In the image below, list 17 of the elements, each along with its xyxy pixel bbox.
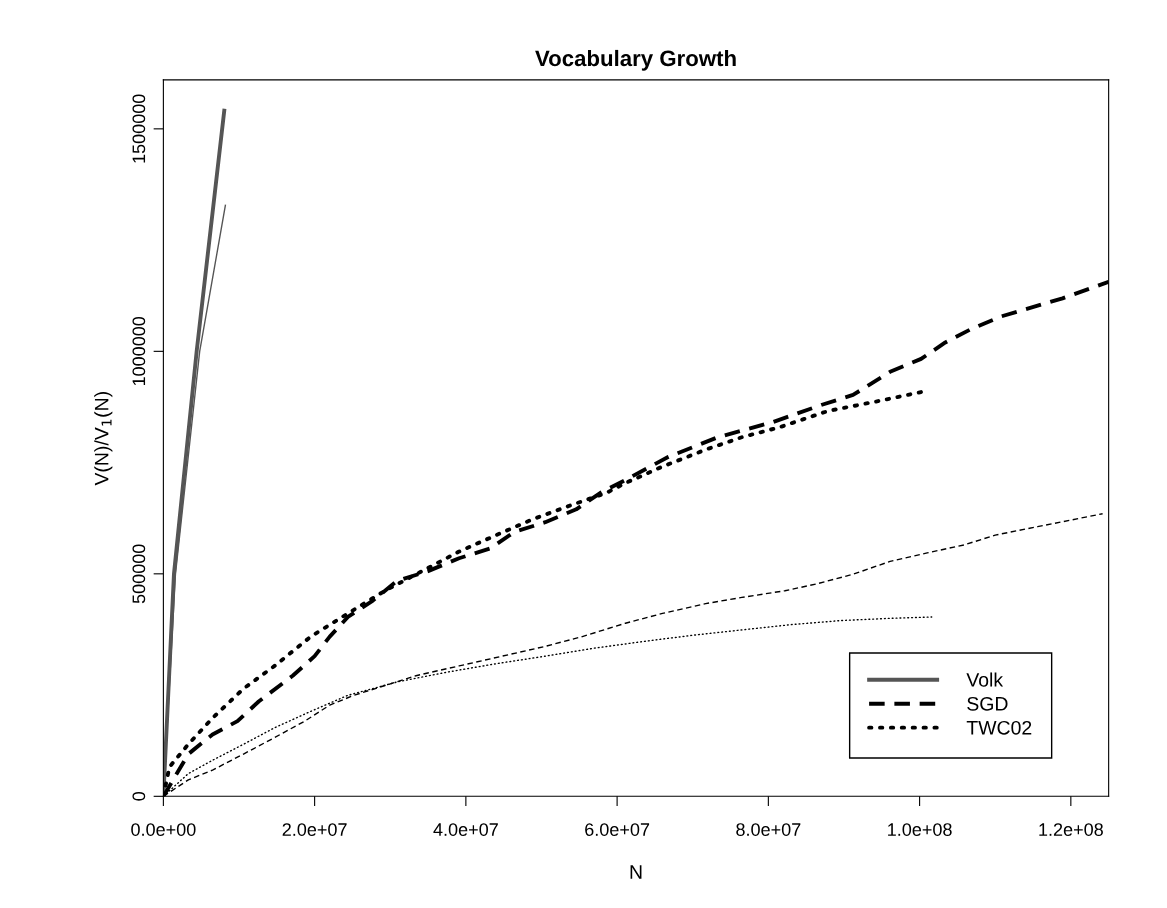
x-axis-title: N <box>630 865 642 879</box>
x-tick-label: 6.0e+07 <box>585 823 650 836</box>
y-tick-label: 500000 <box>132 544 146 604</box>
x-tick-label: 1.0e+08 <box>888 823 952 836</box>
y-tick-label: 1000000 <box>132 316 146 386</box>
legend-label: SGD <box>967 696 1008 711</box>
legend-label: TWC02 <box>966 720 1032 735</box>
x-tick-label: 1.2e+08 <box>1039 823 1103 836</box>
x-tick-label: 4.0e+07 <box>433 823 498 836</box>
y-tick-label: 0 <box>132 792 146 801</box>
y-tick-label: 1500000 <box>132 94 146 163</box>
legend-label: Volk <box>966 672 1004 687</box>
y-axis-title: V(N)/V$_{1}$(N) <box>94 392 113 486</box>
chart-title: Vocabulary Growth <box>535 49 736 71</box>
x-tick-label: 0.0e+00 <box>131 823 196 836</box>
x-tick-label: 8.0e+07 <box>736 823 801 836</box>
x-tick-label: 2.0e+07 <box>282 823 347 836</box>
